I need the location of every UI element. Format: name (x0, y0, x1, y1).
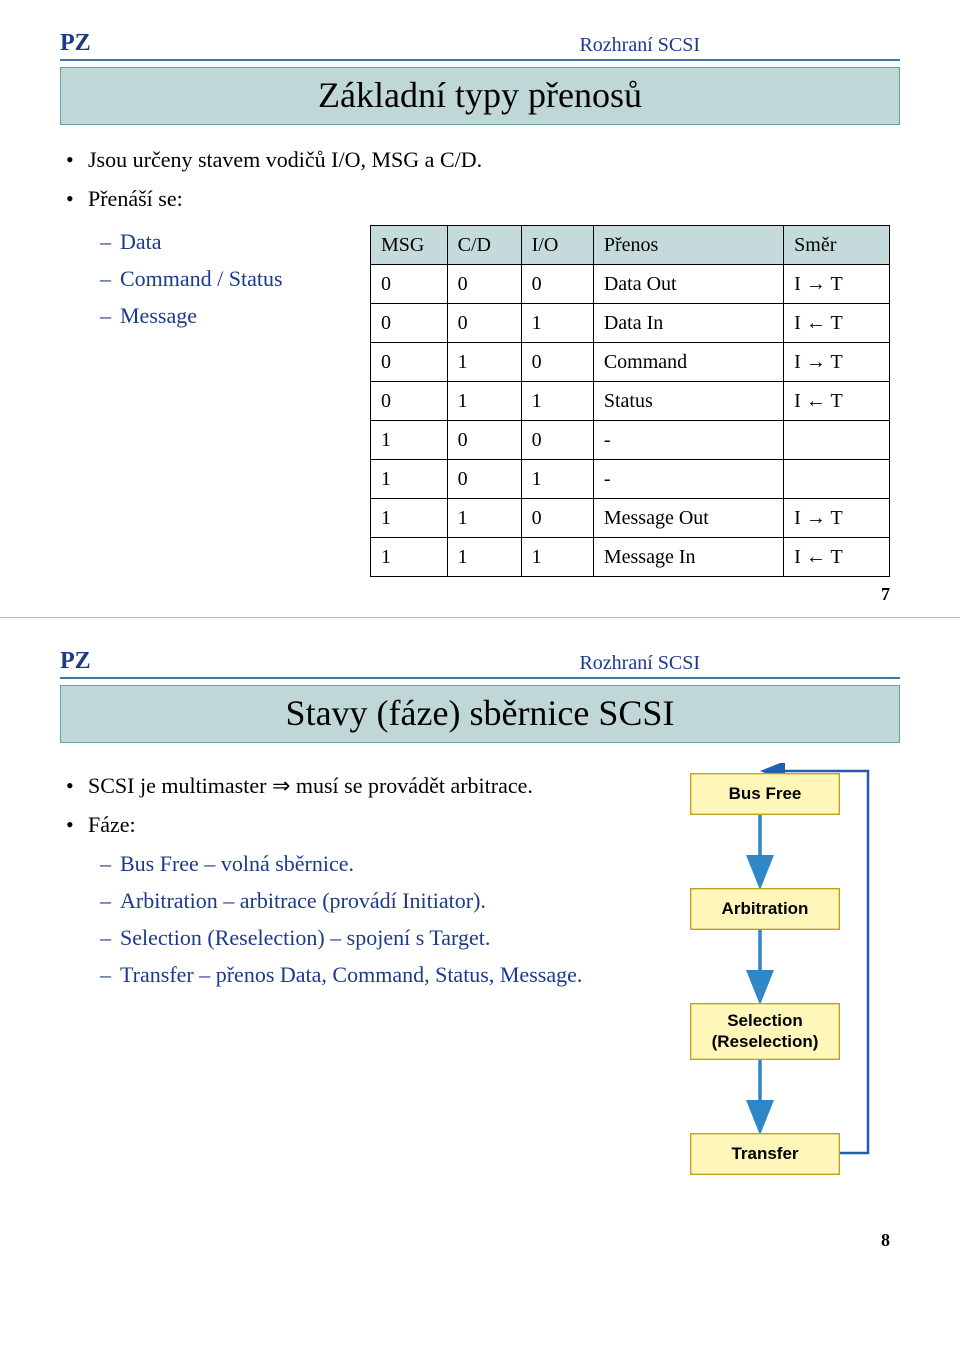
slide-2: PZ Rozhraní SCSI Stavy (fáze) sběrnice S… (0, 618, 960, 1263)
table-cell: 0 (447, 304, 521, 343)
pz-label: PZ (60, 648, 91, 675)
table-cell: 0 (371, 343, 448, 382)
slide2-text: SCSI je multimaster ⇒ musí se provádět a… (60, 763, 640, 995)
sub-bullet: Command / Status (100, 262, 340, 295)
sub-bullet: Bus Free – volná sběrnice. (100, 847, 640, 880)
sub-bullet: Transfer – přenos Data, Command, Status,… (100, 958, 640, 991)
table-cell: 1 (371, 460, 448, 499)
table-cell: 0 (447, 460, 521, 499)
slide1-header: PZ Rozhraní SCSI (60, 30, 900, 61)
table-cell: 1 (521, 460, 593, 499)
table-cell: Message Out (593, 499, 783, 538)
table-cell: 1 (521, 382, 593, 421)
table-cell: Status (593, 382, 783, 421)
table-cell (784, 421, 890, 460)
table-cell: 0 (447, 265, 521, 304)
slide1-sublist: Data Command / Status Message (60, 221, 340, 336)
slide1-bullets: Jsou určeny stavem vodičů I/O, MSG a C/D… (60, 143, 900, 577)
table-row: 010CommandI → T (371, 343, 890, 382)
table-header: Směr (784, 226, 890, 265)
slide2-header: PZ Rozhraní SCSI (60, 648, 900, 679)
table-cell: Command (593, 343, 783, 382)
sub-bullet: Arbitration – arbitrace (provádí Initiat… (100, 884, 640, 917)
table-cell: 1 (447, 382, 521, 421)
table-header: I/O (521, 226, 593, 265)
table-row: 110Message OutI → T (371, 499, 890, 538)
flow-box-transfer: Transfer (690, 1133, 840, 1175)
table-row: 011StatusI ← T (371, 382, 890, 421)
slide2-title: Stavy (fáze) sběrnice SCSI (60, 685, 900, 743)
bullet-item: Jsou určeny stavem vodičů I/O, MSG a C/D… (60, 143, 900, 176)
table-row: 000Data OutI → T (371, 265, 890, 304)
sub-bullet: Data (100, 225, 340, 258)
bullet-item: SCSI je multimaster ⇒ musí se provádět a… (60, 769, 640, 802)
table-cell: Data In (593, 304, 783, 343)
table-cell: 0 (371, 265, 448, 304)
table-cell: 0 (371, 304, 448, 343)
table-cell: I ← T (784, 382, 890, 421)
sub-bullet: Selection (Reselection) – spojení s Targ… (100, 921, 640, 954)
table-cell: 1 (371, 421, 448, 460)
bullet-item: Přenáší se: (60, 182, 900, 215)
table-cell: - (593, 460, 783, 499)
table-header: MSG (371, 226, 448, 265)
table-cell: 0 (521, 265, 593, 304)
table-row: 001Data InI ← T (371, 304, 890, 343)
table-cell: 1 (521, 304, 593, 343)
slide2-subtitle: Rozhraní SCSI (579, 652, 700, 675)
table-cell: - (593, 421, 783, 460)
table-cell: 1 (371, 538, 448, 577)
flow-box-arbitration: Arbitration (690, 888, 840, 930)
table-row: 111Message InI ← T (371, 538, 890, 577)
table-row: 101- (371, 460, 890, 499)
flow-box-selection-l2: (Reselection) (712, 1032, 819, 1051)
table-cell: 1 (447, 499, 521, 538)
table-cell: I ← T (784, 538, 890, 577)
table-cell: I → T (784, 265, 890, 304)
table-cell: 0 (521, 421, 593, 460)
table-cell: I → T (784, 343, 890, 382)
table-cell: 0 (521, 499, 593, 538)
slide-1: PZ Rozhraní SCSI Základní typy přenosů J… (0, 0, 960, 617)
table-header: C/D (447, 226, 521, 265)
table-cell: Message In (593, 538, 783, 577)
page-number: 8 (881, 1230, 890, 1251)
table-cell: 1 (447, 343, 521, 382)
table-cell: 1 (521, 538, 593, 577)
table-cell: I ← T (784, 304, 890, 343)
sub-bullet: Message (100, 299, 340, 332)
flow-diagram: Bus Free Arbitration Selection (Reselect… (640, 763, 900, 1223)
table-cell: 0 (447, 421, 521, 460)
pz-label: PZ (60, 30, 91, 57)
table-cell (784, 460, 890, 499)
page-number: 7 (881, 584, 890, 605)
table-cell: 1 (447, 538, 521, 577)
table-cell: 0 (521, 343, 593, 382)
slide1-table-wrap: MSGC/DI/OPřenosSměr 000Data OutI → T001D… (360, 221, 900, 577)
table-row: 100- (371, 421, 890, 460)
flow-box-selection-l1: Selection (727, 1011, 803, 1030)
table-header: Přenos (593, 226, 783, 265)
slide1-row: Data Command / Status Message MSGC/DI/OP… (60, 221, 900, 577)
bullet-item: Fáze: (60, 808, 640, 841)
table-cell: 1 (371, 499, 448, 538)
table-cell: I → T (784, 499, 890, 538)
table-cell: 0 (371, 382, 448, 421)
slide2-body: SCSI je multimaster ⇒ musí se provádět a… (60, 763, 900, 1223)
slide1-subtitle: Rozhraní SCSI (579, 34, 700, 57)
slide1-title: Základní typy přenosů (60, 67, 900, 125)
transfer-table: MSGC/DI/OPřenosSměr 000Data OutI → T001D… (370, 225, 890, 577)
flow-box-busfree: Bus Free (690, 773, 840, 815)
flow-box-selection: Selection (Reselection) (690, 1003, 840, 1060)
table-cell: Data Out (593, 265, 783, 304)
